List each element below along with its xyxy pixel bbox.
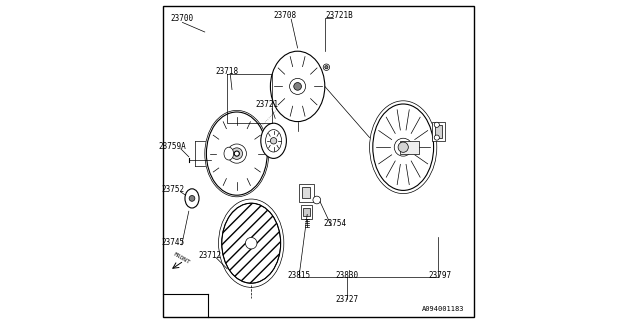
Bar [432,122,445,141]
Text: FRONT: FRONT [172,251,190,265]
Ellipse shape [224,147,234,160]
Bar [302,187,310,198]
Bar [435,125,442,138]
Circle shape [227,144,246,163]
Ellipse shape [271,51,325,122]
Ellipse shape [206,112,268,195]
Text: 23708: 23708 [273,11,296,20]
Bar [301,205,312,219]
Text: 23754: 23754 [324,219,347,228]
Text: 23759A: 23759A [159,142,187,151]
Text: 23712: 23712 [198,251,221,260]
Bar [400,141,419,154]
Circle shape [294,83,301,90]
Circle shape [271,138,277,144]
Text: 23700: 23700 [171,14,194,23]
Text: 23727: 23727 [335,295,359,304]
Circle shape [324,66,328,69]
Ellipse shape [185,189,199,208]
Text: 23721: 23721 [255,100,279,109]
Text: 23815: 23815 [287,271,311,280]
Circle shape [231,148,243,159]
Bar [300,184,314,202]
Circle shape [398,142,408,152]
Circle shape [435,122,440,127]
Circle shape [323,64,330,70]
Circle shape [435,135,440,140]
Circle shape [189,196,195,201]
Ellipse shape [261,123,287,158]
Circle shape [234,151,239,156]
Text: 23752: 23752 [161,185,184,194]
Ellipse shape [372,104,434,190]
Text: 23718: 23718 [216,67,239,76]
Text: 23745: 23745 [161,238,184,247]
Text: 23721B: 23721B [325,11,353,20]
Text: A094001183: A094001183 [422,306,464,312]
Bar [303,208,310,216]
Ellipse shape [222,203,280,283]
Circle shape [246,237,257,249]
Text: 23797: 23797 [428,271,452,280]
Circle shape [313,196,321,204]
Circle shape [394,138,412,156]
Text: 23830: 23830 [335,271,359,280]
